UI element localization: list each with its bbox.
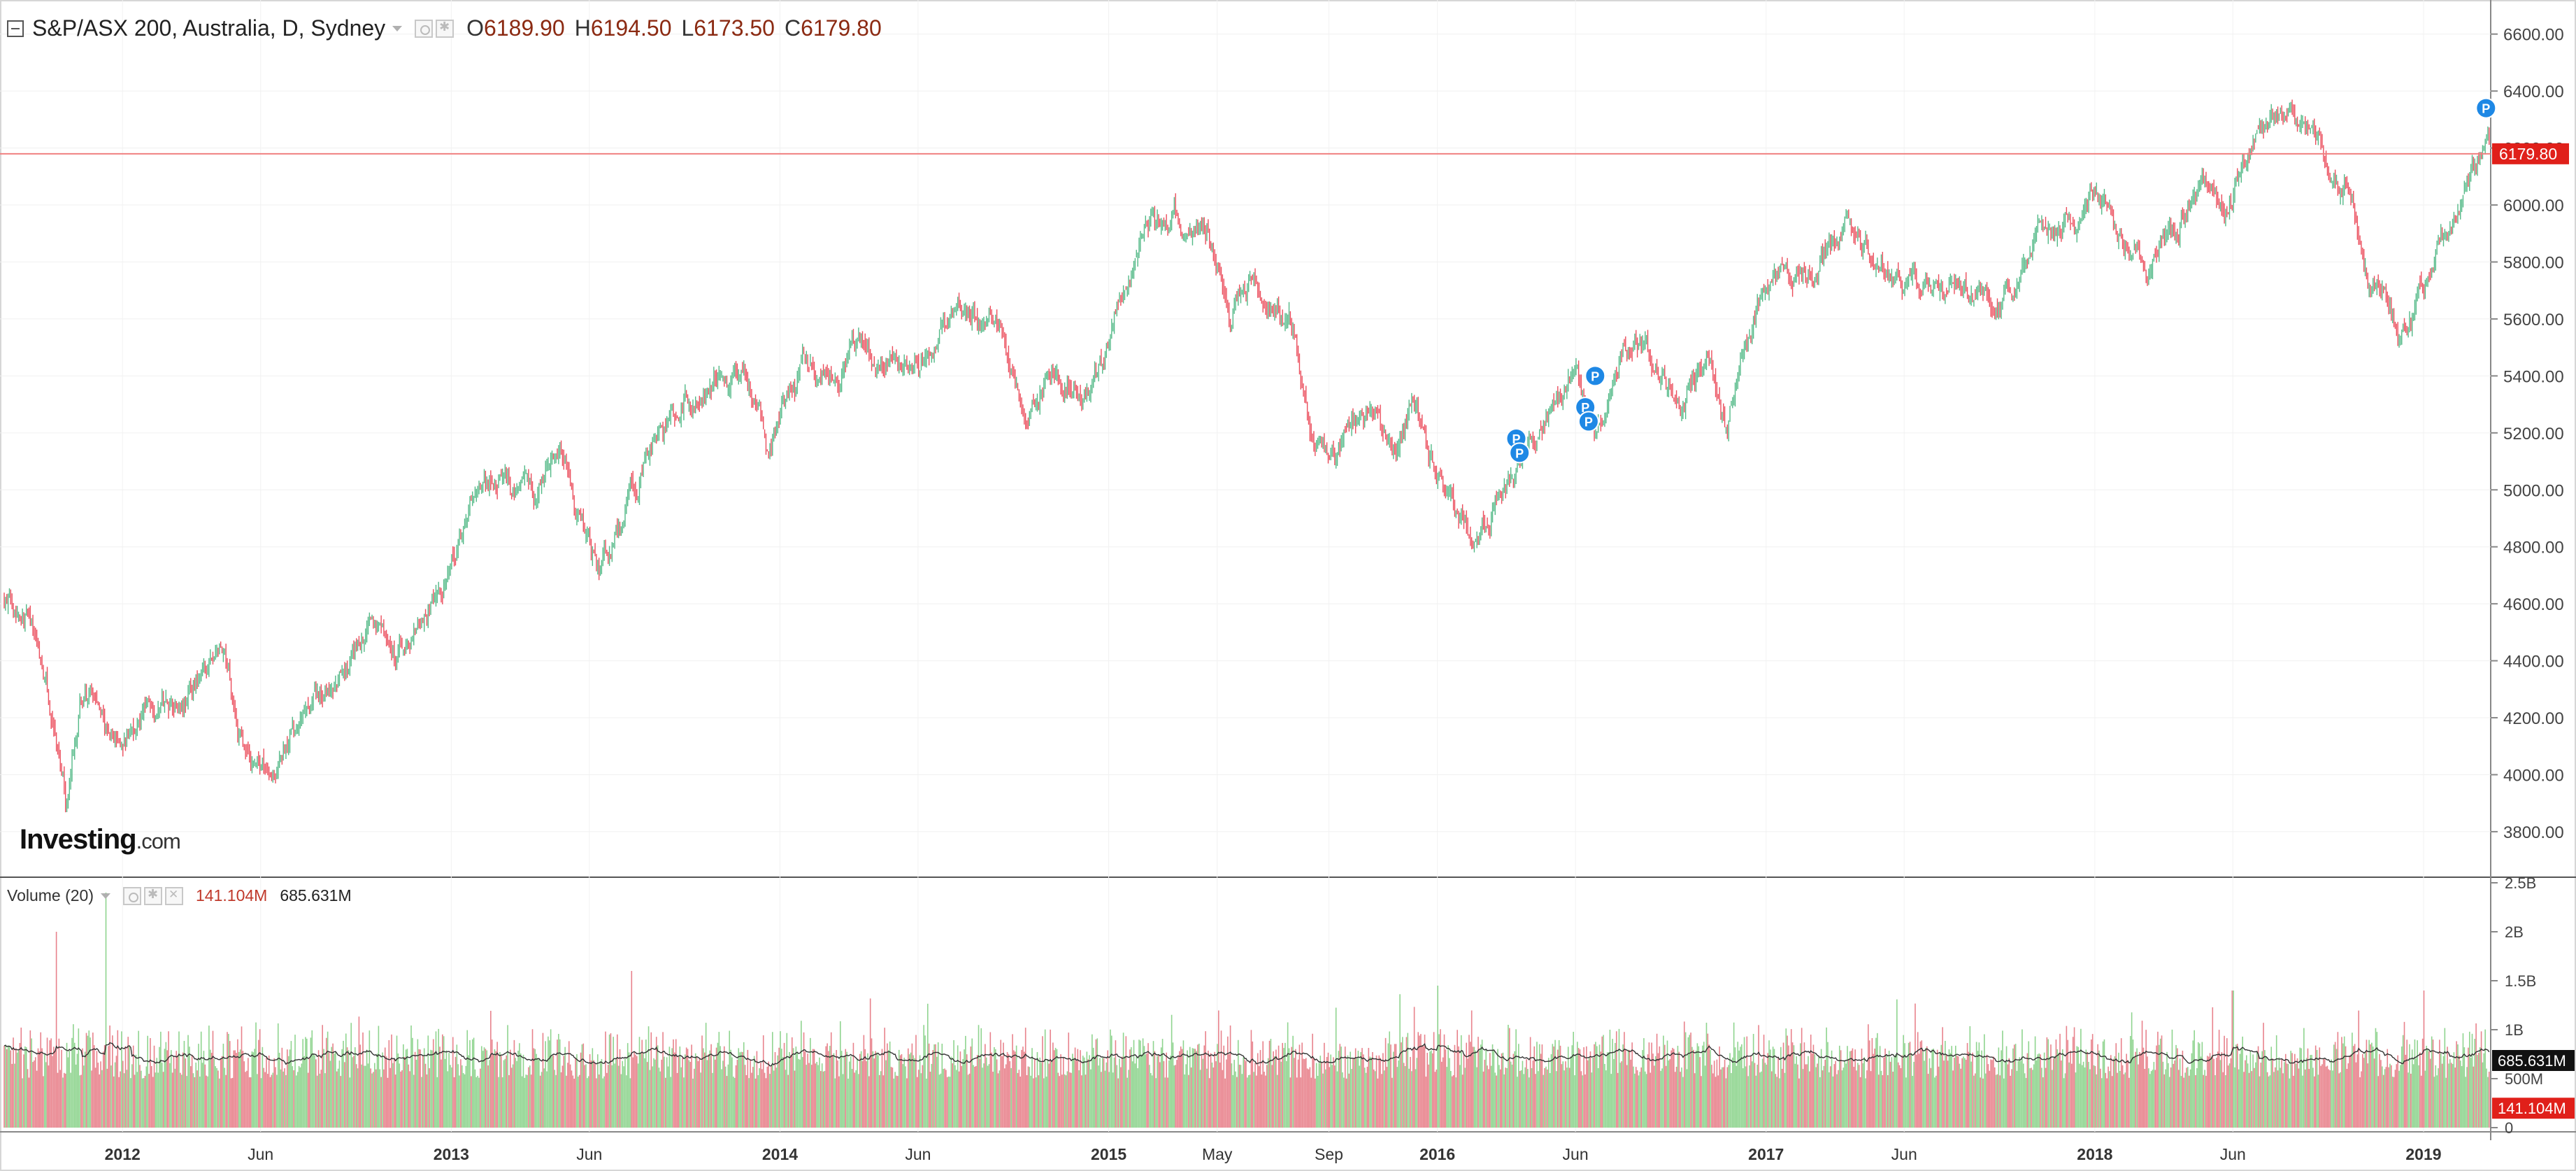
volume-ma-badge-label: 685.631M [2498,1052,2566,1070]
close-value: 6179.80 [801,15,882,41]
time-tick-label: 2013 [434,1145,469,1163]
volume-tick-label: 1B [2505,1021,2524,1039]
time-tick-label: 2015 [1091,1145,1126,1163]
pin-label: P [2482,102,2490,116]
price-tick-label: 5600.00 [2503,311,2564,329]
price-legend: S&P/ASX 200, Australia, D, Sydney O6189.… [7,15,882,41]
price-tick-label: 3800.00 [2503,823,2564,842]
volume-tick-label: 500M [2505,1070,2543,1088]
time-tick-label: Jun [905,1145,931,1163]
time-tick-label: 2017 [1748,1145,1784,1163]
last-price-badge [2492,143,2569,164]
pin-marker[interactable] [1577,411,1599,432]
price-tick-label: 5200.00 [2503,425,2564,443]
pin-label: P [1584,416,1593,430]
last-price-label: 6179.80 [2499,145,2557,163]
volume-gear-icon[interactable] [144,886,163,905]
volume-tick-label: 2.5B [2505,874,2536,892]
volume-bars [3,893,2490,1128]
volume-current-badge [2492,1098,2575,1119]
time-tick-label: Jun [1891,1145,1917,1163]
volume-close-icon[interactable] [165,886,184,905]
candles [3,99,2490,813]
gear-icon[interactable] [436,19,455,38]
chart-title: S&P/ASX 200, Australia, D, Sydney [32,15,386,41]
logo-main: Investing [20,824,137,855]
low-label: L [681,15,694,41]
volume-moving-average [3,1042,2490,1067]
time-tick-label: Jun [576,1145,602,1163]
low-value: 6173.50 [694,15,775,41]
close-label: C [784,15,801,41]
open-label: O [466,15,485,41]
time-tick-label: 2018 [2077,1145,2112,1163]
price-tick-label: 4000.00 [2503,766,2564,785]
volume-legend: Volume (20) 141.104M 685.631M [7,886,352,905]
open-value: 6189.90 [484,15,565,41]
volume-chevron-down-icon[interactable] [101,893,111,899]
volume-tick-label: 0 [2505,1119,2513,1137]
pin-marker[interactable] [2475,97,2497,119]
price-tick-label: 4800.00 [2503,539,2564,558]
price-tick-label: 5400.00 [2503,367,2564,386]
volume-title: Volume (20) [7,886,94,904]
high-label: H [574,15,591,41]
chevron-down-icon[interactable] [392,25,403,31]
price-tick-label: 6400.00 [2503,83,2564,101]
price-tick-label: 5800.00 [2503,253,2564,272]
eye-icon[interactable] [415,19,434,38]
volume-current-badge-label: 141.104M [2498,1100,2566,1117]
time-tick-label: 2016 [1419,1145,1455,1163]
price-tick-label: 6000.00 [2503,197,2564,215]
investing-logo: Investing.com [20,824,181,856]
pin-label: P [1515,446,1524,460]
price-tick-label: 4400.00 [2503,653,2564,672]
volume-tick-label: 1.5B [2505,972,2536,990]
pin-label: P [1591,369,1599,383]
price-tick-label: 4600.00 [2503,595,2564,614]
time-tick-label: Jun [1563,1145,1589,1163]
collapse-icon[interactable] [7,20,24,37]
pin-marker[interactable] [1584,365,1606,387]
time-tick-label: Sep [1315,1145,1343,1163]
volume-axis: 2.5B 2B 1.5B 1B 500M 0 [2491,874,2543,1137]
time-tick-label: 2019 [2405,1145,2441,1163]
price-tick-label: 4200.00 [2503,709,2564,728]
price-tick-label: 6600.00 [2503,26,2564,45]
volume-ma-value: 685.631M [280,886,352,904]
price-grid: 6600.006400.006200.006000.005800.005600.… [0,26,2564,842]
volume-value: 141.104M [196,886,268,904]
time-tick-label: Jun [2220,1145,2246,1163]
price-tick-label: 5000.00 [2503,481,2564,500]
time-tick-label: 2014 [762,1145,798,1163]
volume-tick-label: 2B [2505,923,2524,941]
time-tick-label: May [1202,1145,1233,1163]
volume-ma-badge [2492,1050,2575,1072]
pin-marker[interactable] [1509,442,1531,464]
time-tick-label: 2012 [105,1145,141,1163]
high-value: 6194.50 [590,15,672,41]
logo-suffix: .com [136,829,181,853]
volume-eye-icon[interactable] [123,886,142,905]
time-tick-label: Jun [248,1145,273,1163]
